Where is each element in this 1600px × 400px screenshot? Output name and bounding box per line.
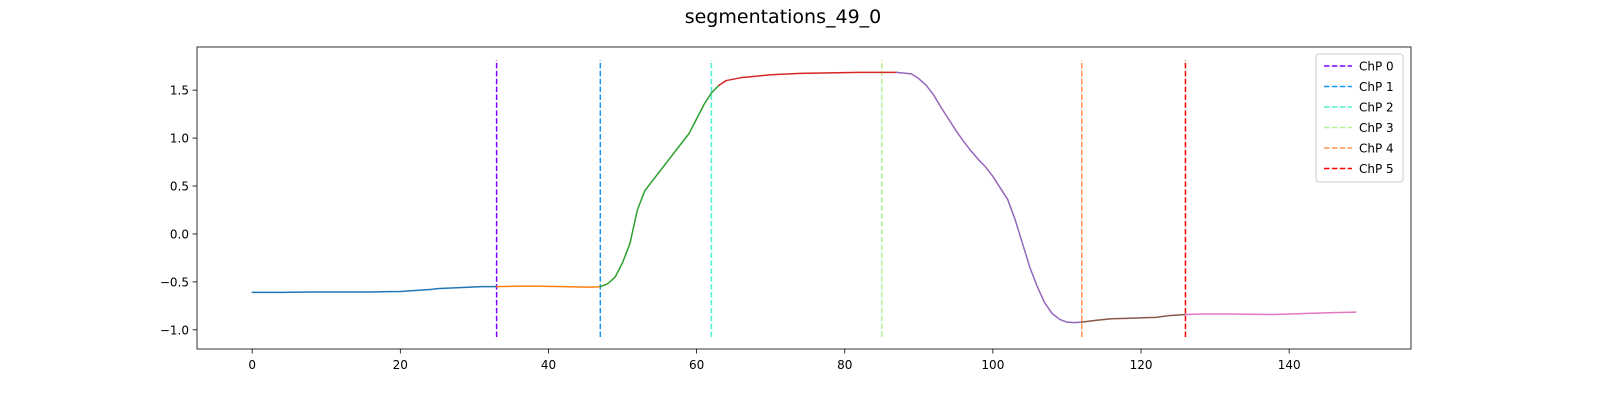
plot-area xyxy=(196,46,1412,350)
series-segment-3 xyxy=(718,71,898,87)
y-tick-label: 1.0 xyxy=(170,132,189,146)
legend-label-0: ChP 0 xyxy=(1359,60,1394,74)
legend: ChP 0 ChP 1 ChP 2 ChP 3 ChP 4 ChP 5 xyxy=(1315,53,1404,183)
x-tick-label: 20 xyxy=(393,358,408,372)
x-tick-label: 80 xyxy=(837,358,852,372)
y-tick-label: −1.0 xyxy=(160,323,189,337)
legend-label-5: ChP 5 xyxy=(1359,162,1394,176)
x-tick-label: 0 xyxy=(248,358,256,372)
legend-box xyxy=(1315,53,1404,183)
y-tick-label: −0.5 xyxy=(160,275,189,289)
y-axis: −1.0 −0.5 0.0 0.5 1.0 1.5 xyxy=(160,84,197,337)
x-tick-label: 140 xyxy=(1278,358,1301,372)
legend-label-1: ChP 1 xyxy=(1359,80,1394,94)
x-tick-label: 120 xyxy=(1130,358,1153,372)
legend-label-3: ChP 3 xyxy=(1359,121,1394,135)
axes-frame xyxy=(196,46,1412,350)
y-tick-label: 0.5 xyxy=(170,180,189,194)
legend-label-2: ChP 2 xyxy=(1359,101,1394,115)
series-segment-6 xyxy=(1184,311,1357,316)
x-axis: 0 20 40 60 80 100 120 140 xyxy=(248,349,1301,372)
x-tick-label: 100 xyxy=(981,358,1004,372)
chart-title: segmentations_49_0 xyxy=(685,6,882,28)
series-segment-5 xyxy=(1081,313,1187,323)
series-segment-0 xyxy=(251,285,498,294)
y-tick-label: 0.0 xyxy=(170,227,189,241)
series-segment-4 xyxy=(895,71,1083,324)
legend-label-4: ChP 4 xyxy=(1359,142,1394,156)
y-tick-label: 1.5 xyxy=(170,84,189,98)
x-tick-label: 40 xyxy=(541,358,556,372)
series-segment-2 xyxy=(599,84,720,288)
x-tick-label: 60 xyxy=(689,358,704,372)
series-segment-1 xyxy=(495,285,602,288)
